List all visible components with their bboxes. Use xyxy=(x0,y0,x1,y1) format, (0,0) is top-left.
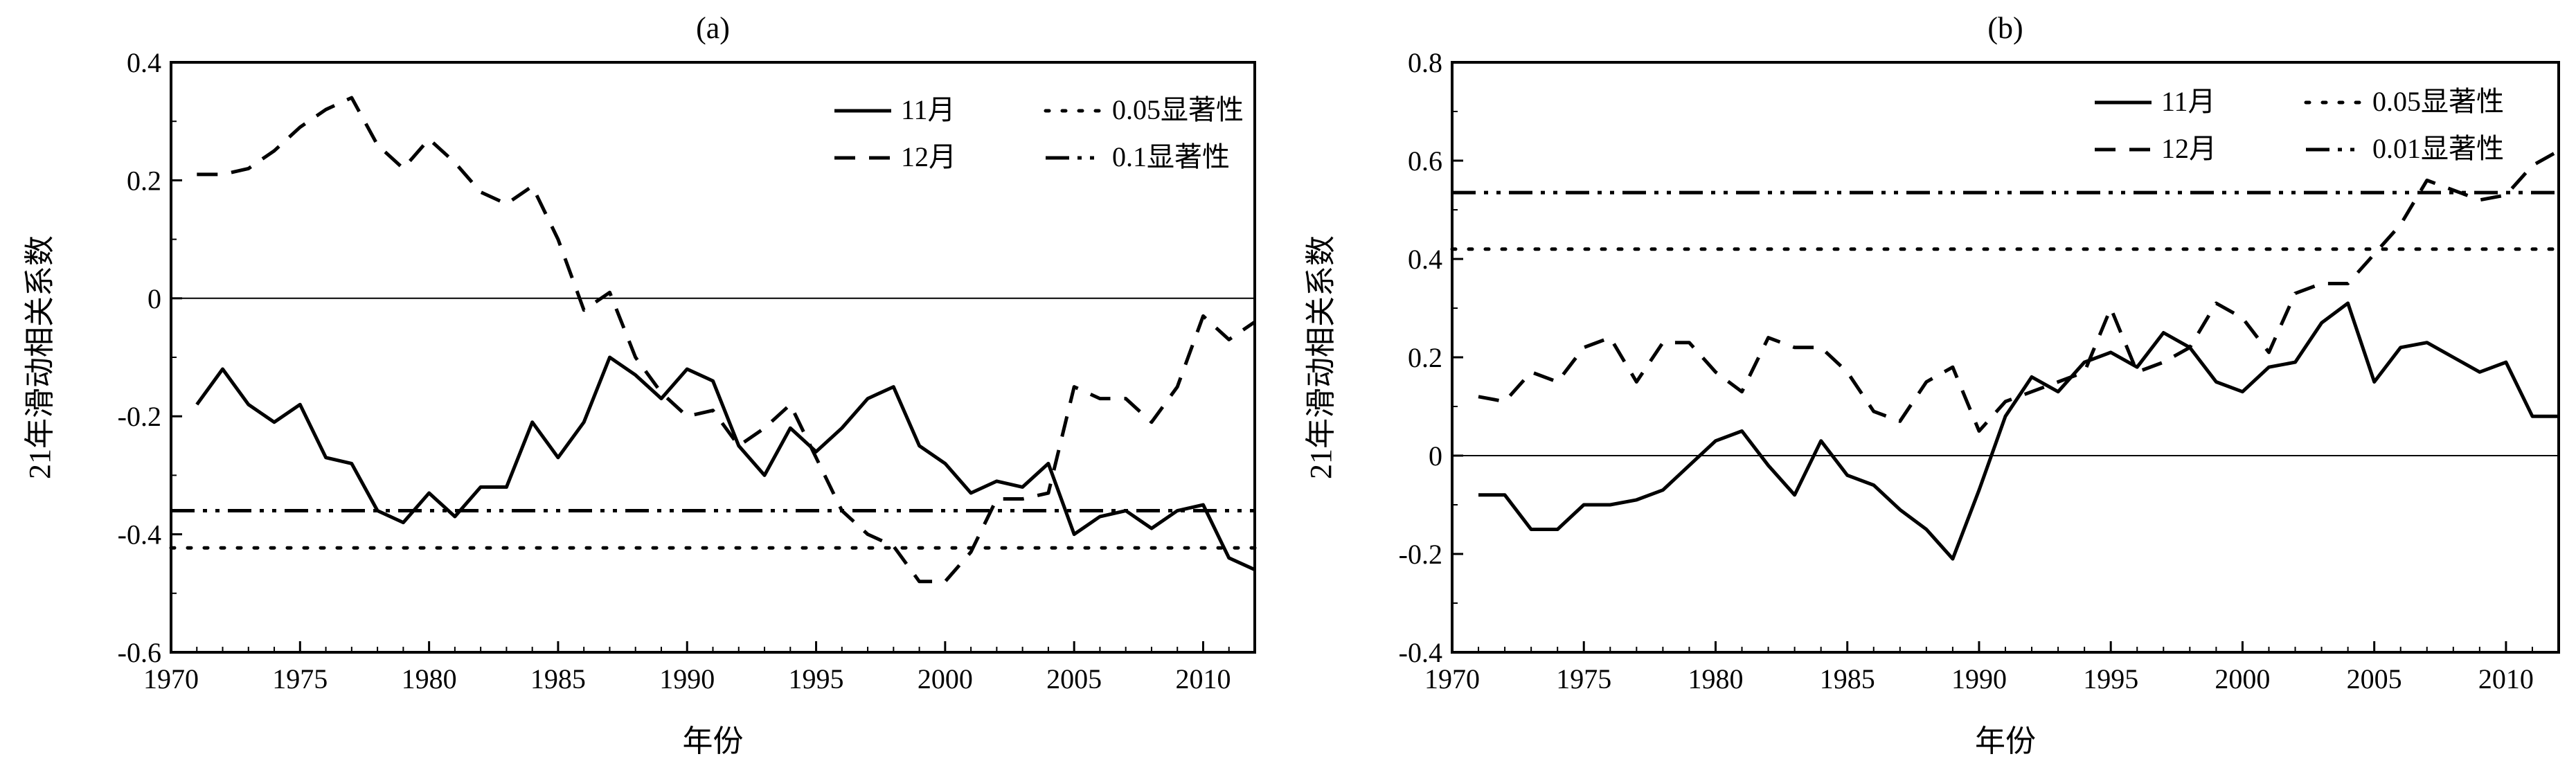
x-tick-label: 2010 xyxy=(2478,663,2534,695)
series-line-dec xyxy=(197,96,1256,584)
x-tick-label: 1970 xyxy=(143,663,199,695)
x-tick-label: 1995 xyxy=(789,663,844,695)
x-axis-label: 年份 xyxy=(683,724,744,758)
y-tick-label: 0.4 xyxy=(127,47,161,78)
x-tick-label: 1975 xyxy=(1556,663,1611,695)
x-tick-label: 2010 xyxy=(1175,663,1231,695)
legend: 11月 0.05显著性 12月 0.01显著性 xyxy=(2095,86,2504,164)
legend-entry-label: 12月 xyxy=(2161,133,2217,164)
chart-panel-a: (a) 1970 1975 1980 1985 1990 1995 2000 2005 2010 -… xyxy=(23,11,1257,758)
legend-entry-label: 11月 xyxy=(901,94,956,125)
x-tick-label: 1980 xyxy=(1688,663,1743,695)
x-tick-label: 2005 xyxy=(2347,663,2402,695)
y-tick-label: -0.4 xyxy=(118,519,161,550)
y-axis-label: 21年滑动相关系数 xyxy=(23,235,57,479)
y-tick-label: 0.2 xyxy=(1408,342,1442,373)
legend: 11月 0.05显著性 12月 0.1显著性 xyxy=(834,94,1244,172)
series-line-nov xyxy=(195,355,1256,571)
series-line-nov xyxy=(1478,301,2559,561)
plot-frame xyxy=(170,61,1256,654)
legend-entry-label: 0.05显著性 xyxy=(2372,86,2504,117)
panel-label: (b) xyxy=(1987,11,2023,45)
y-tick-label: -0.4 xyxy=(1399,637,1442,668)
x-tick-label: 1975 xyxy=(272,663,328,695)
x-tick-label: 1980 xyxy=(402,663,457,695)
x-axis-label: 年份 xyxy=(1975,724,2036,758)
y-tick-label: 0.8 xyxy=(1408,47,1442,78)
x-tick-label: 2000 xyxy=(918,663,973,695)
x-tick-label: 1985 xyxy=(530,663,586,695)
legend-entry-label: 0.05显著性 xyxy=(1112,94,1244,125)
y-tick-label: 0 xyxy=(1429,440,1442,472)
x-tick-label: 2000 xyxy=(2215,663,2270,695)
panel-label: (a) xyxy=(696,11,730,45)
x-tick-label: 1985 xyxy=(1820,663,1875,695)
x-tick-label: 1970 xyxy=(1424,663,1480,695)
y-tick-label: -0.6 xyxy=(118,637,161,668)
x-tick-label: 1990 xyxy=(659,663,715,695)
x-tick-label: 1995 xyxy=(2083,663,2138,695)
y-tick-label: -0.2 xyxy=(1399,539,1442,570)
y-tick-label: -0.2 xyxy=(118,401,161,432)
y-tick-label: 0 xyxy=(147,283,161,314)
legend-entry-label: 12月 xyxy=(901,141,956,172)
x-tick-label: 2005 xyxy=(1046,663,1102,695)
x-tick-label: 1990 xyxy=(1951,663,2007,695)
legend-entry-label: 0.01显著性 xyxy=(2372,133,2504,164)
y-tick-label: 0.2 xyxy=(127,165,161,196)
chart-panel-b: (b) 1970 1975 1980 1985 1990 1995 2000 2005 2010 -… xyxy=(1304,11,2561,758)
y-tick-label: 0.4 xyxy=(1408,244,1442,275)
legend-entry-label: 0.1显著性 xyxy=(1112,141,1230,172)
y-tick-label: 0.6 xyxy=(1408,145,1442,177)
series-line-dec xyxy=(1478,149,2560,433)
y-axis-label: 21年滑动相关系数 xyxy=(1304,235,1338,479)
legend-entry-label: 11月 xyxy=(2161,86,2216,117)
